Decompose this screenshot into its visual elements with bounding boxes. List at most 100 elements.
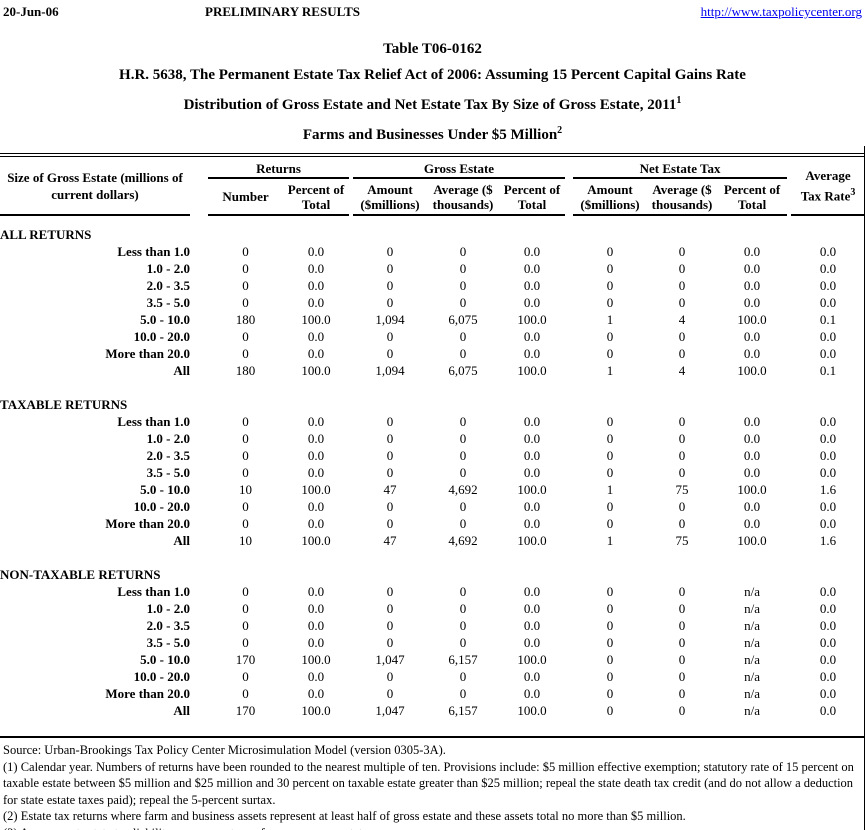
table-cell: 0.0 <box>743 295 761 310</box>
spacer <box>190 155 208 215</box>
spacer-cell <box>190 328 208 345</box>
table-cell: 0 <box>459 278 467 293</box>
table-cell: 0 <box>606 465 614 480</box>
table-cell: 0 <box>242 244 249 259</box>
table-cell: n/a <box>744 703 760 718</box>
spacer-cell <box>190 362 208 379</box>
table-cell: 0 <box>242 329 249 344</box>
table-cell: 0.0 <box>307 601 325 616</box>
table-cell: 0.0 <box>743 244 761 259</box>
table-cell: 0.0 <box>819 448 837 463</box>
table-cell: 0 <box>606 448 614 463</box>
spacer-cell <box>190 651 208 668</box>
spacer-cell <box>565 515 573 532</box>
table-cell: 0 <box>678 244 686 259</box>
table-row: 10.0 - 20.0 0 0.0 0 0 0.0 0 0 0.0 0.0 <box>0 328 865 345</box>
spacer-row <box>0 379 865 396</box>
sub-header-row: Number Percent of Total Amount ($million… <box>0 178 865 216</box>
table-cell: 0 <box>606 499 614 514</box>
table-cell: 0.0 <box>523 516 541 531</box>
table-cell: 0.0 <box>819 244 837 259</box>
table-cell: 0 <box>386 431 394 446</box>
table-cell: 0.0 <box>523 465 541 480</box>
table-cell: 0.0 <box>819 703 837 718</box>
title-block: Table T06-0162 H.R. 5638, The Permanent … <box>0 36 865 148</box>
table-cell: 0.0 <box>743 346 761 361</box>
table-cell: 100.0 <box>301 363 331 378</box>
table-cell: 0 <box>459 618 467 633</box>
table-cell: 0.0 <box>307 448 325 463</box>
table-cell: 100.0 <box>517 482 547 497</box>
spacer-cell <box>565 294 573 311</box>
table-cell: 0 <box>678 329 686 344</box>
table-cell: 0 <box>386 278 394 293</box>
spacer-cell <box>190 294 208 311</box>
table-cell: 0.0 <box>307 278 325 293</box>
table-cell: 4,692 <box>448 482 478 497</box>
table-cell: 0.0 <box>307 465 325 480</box>
table-cell: 0 <box>606 584 614 599</box>
spacer-cell <box>565 498 573 515</box>
spacer-cell <box>190 345 208 362</box>
footnotes: Source: Urban-Brookings Tax Policy Cente… <box>0 738 865 830</box>
table-cell: 0 <box>606 686 614 701</box>
table-cell: 0.0 <box>743 329 761 344</box>
footnote-2: (2) Estate tax returns where farm and bu… <box>3 809 686 823</box>
table-cell: 0 <box>242 261 249 276</box>
table-cell: 0 <box>606 261 614 276</box>
table-cell: 6,075 <box>448 312 478 327</box>
spacer-cell <box>190 430 208 447</box>
table-cell: 100.0 <box>737 482 767 497</box>
table-cell: 0 <box>386 261 394 276</box>
table-cell: 0 <box>678 652 686 667</box>
table-cell: 4,692 <box>448 533 478 548</box>
table-cell: 1 <box>606 363 614 378</box>
table-cell: 0.0 <box>307 244 325 259</box>
spacer-cell <box>565 413 573 430</box>
row-label: Less than 1.0 <box>117 244 190 259</box>
distribution-subtitle: Distribution of Gross Estate and Net Est… <box>183 95 682 113</box>
spacer-cell <box>0 215 865 226</box>
row-label: Less than 1.0 <box>117 584 190 599</box>
table-cell: 4 <box>678 363 686 378</box>
table-cell: 0.0 <box>819 414 837 429</box>
table-cell: 47 <box>383 482 397 497</box>
row-label: More than 20.0 <box>105 346 190 361</box>
table-cell: 0 <box>386 414 394 429</box>
spacer-row <box>0 719 865 737</box>
table-cell: 10 <box>239 482 252 497</box>
row-label: More than 20.0 <box>105 516 190 531</box>
table-row: 2.0 - 3.5 0 0.0 0 0 0.0 0 0 0.0 0.0 <box>0 277 865 294</box>
footnote-marker-3: 3 <box>850 186 856 198</box>
table-cell: 100.0 <box>737 533 767 548</box>
column-header-average-tax-rate: Average Tax Rate3 <box>791 155 865 216</box>
column-header-percent-of-total: Percent of Total <box>499 178 566 216</box>
spacer-cell <box>190 685 208 702</box>
table-cell: 0.0 <box>743 499 761 514</box>
table-cell: 0.0 <box>819 635 837 650</box>
column-header-average-thousands: Average ($ thousands) <box>427 178 499 216</box>
table-cell: 0 <box>606 329 614 344</box>
taxpolicycenter-link[interactable]: http://www.taxpolicycenter.org <box>700 4 862 19</box>
spacer-cell <box>190 311 208 328</box>
column-header-amount-millions: Amount ($millions) <box>353 178 427 216</box>
row-label: All <box>173 703 190 718</box>
table-cell: 0 <box>459 516 467 531</box>
table-cell: 0.0 <box>819 669 837 684</box>
footnote-source: Source: Urban-Brookings Tax Policy Cente… <box>3 743 446 757</box>
table-cell: n/a <box>744 618 760 633</box>
table-cell: 0.0 <box>743 516 761 531</box>
footnote-1: (1) Calendar year. Numbers of returns ha… <box>3 759 854 807</box>
table-cell: 0 <box>606 652 614 667</box>
table-row: More than 20.0 0 0.0 0 0 0.0 0 0 0.0 0.0 <box>0 345 865 362</box>
footnote-3: (3) Average net estate tax liability as … <box>3 825 863 830</box>
spacer-cell <box>0 379 865 396</box>
table-row: Less than 1.0 0 0.0 0 0 0.0 0 0 n/a 0.0 <box>0 583 865 600</box>
spacer-cell <box>565 668 573 685</box>
table-cell: 0.0 <box>819 431 837 446</box>
table-cell: 0 <box>242 499 249 514</box>
table-cell: 0.0 <box>307 618 325 633</box>
table-cell: 0.0 <box>819 601 837 616</box>
spacer-cell <box>565 481 573 498</box>
row-label: 5.0 - 10.0 <box>140 482 190 497</box>
